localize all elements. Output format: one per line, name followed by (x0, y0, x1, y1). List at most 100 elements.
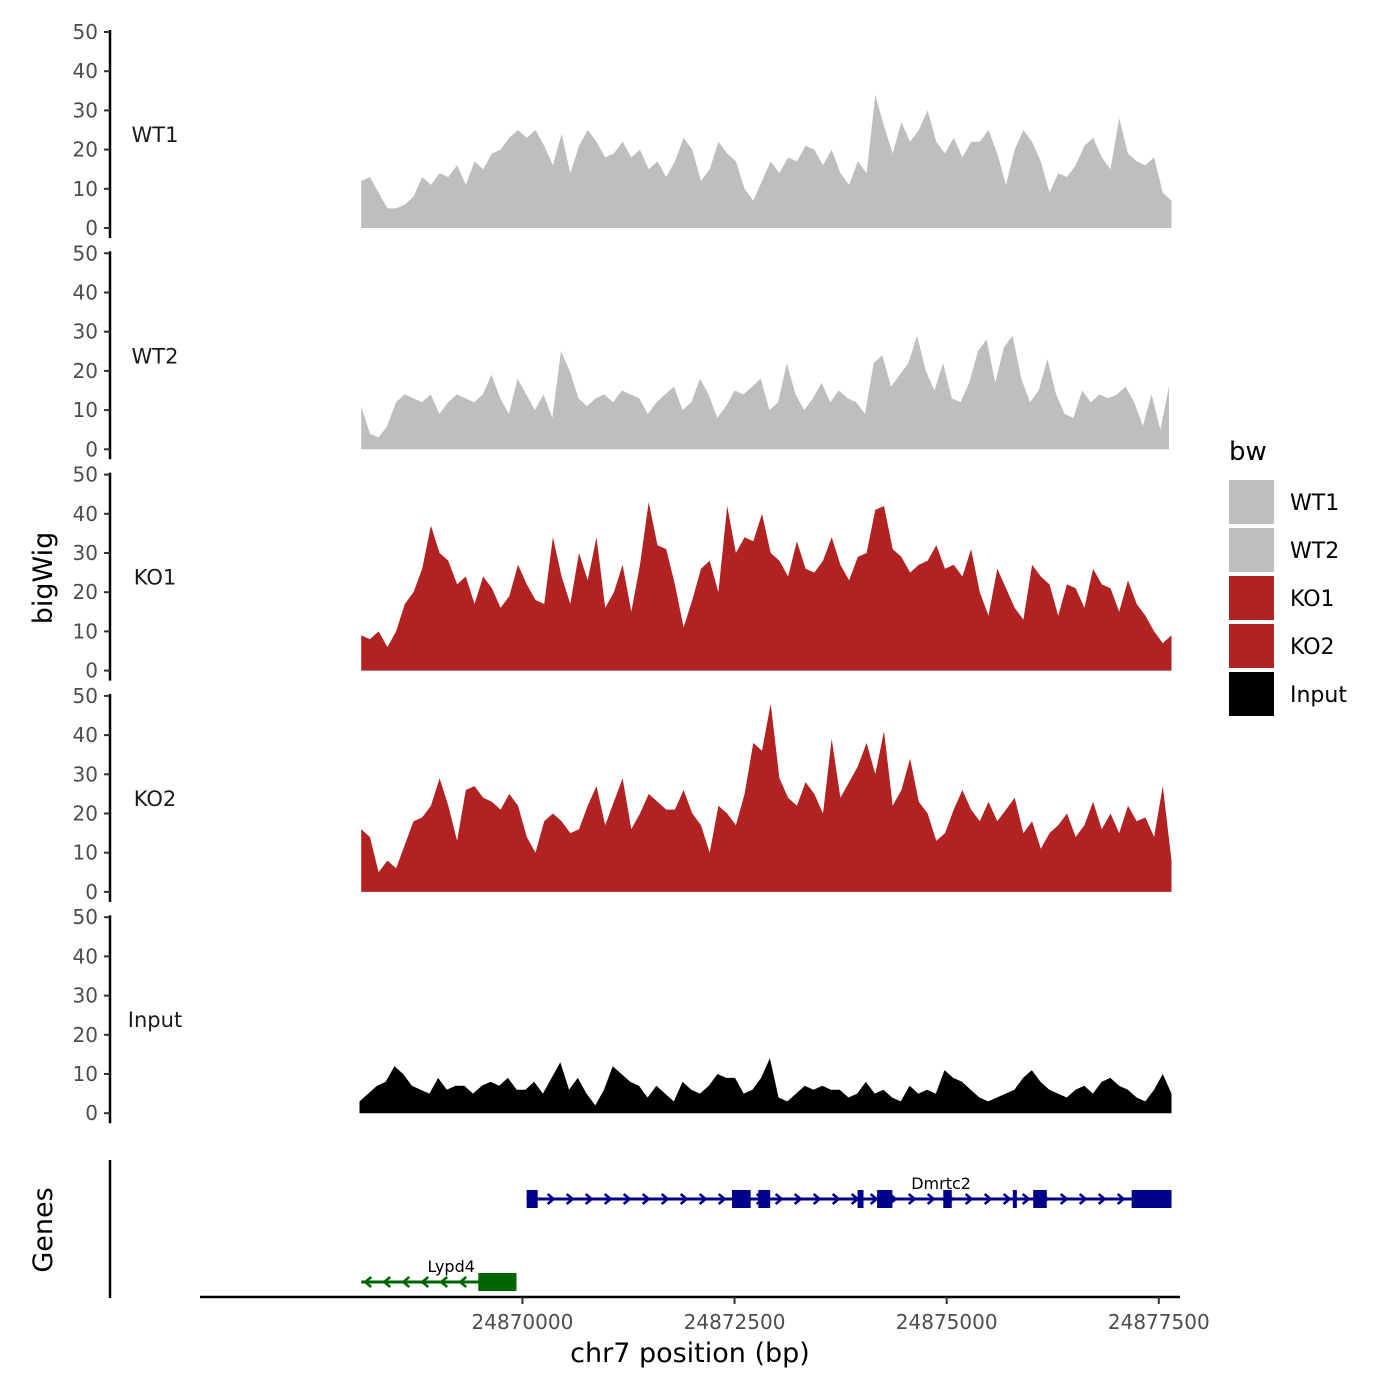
exon (732, 1190, 751, 1208)
track-label-input: Input (128, 1008, 182, 1032)
gene-track: Dmrtc2 Lypd4 (108, 1160, 1172, 1298)
strand-arrow (439, 1276, 449, 1288)
y-tick-label: 0 (85, 437, 98, 461)
exon (526, 1190, 538, 1208)
y-tick-label: 30 (73, 984, 98, 1008)
strand-arrow (584, 1193, 594, 1205)
legend-label-ko1: KO1 (1290, 587, 1335, 612)
y-tick-label: 50 (73, 463, 98, 487)
strand-arrow (1116, 1193, 1126, 1205)
y-tick-label: 50 (73, 684, 98, 708)
strand-arrow (622, 1193, 632, 1205)
y-tick-label: 50 (73, 905, 98, 929)
legend-key-input (1229, 672, 1274, 716)
exon (857, 1190, 864, 1208)
y-tick-label: 40 (73, 502, 98, 526)
y-tick-label: 50 (73, 20, 98, 44)
legend-key-wt2 (1229, 528, 1274, 572)
legend-title: bw (1229, 437, 1267, 467)
y-tick-label: 0 (85, 1101, 98, 1125)
exon (943, 1190, 952, 1208)
strand-arrow (401, 1276, 411, 1288)
signal-area-wt1 (361, 94, 1172, 228)
signal-area-ko2 (361, 703, 1172, 892)
y-tick-label: 10 (73, 841, 98, 865)
y-tick-label: 40 (73, 944, 98, 968)
y-tick-label: 20 (73, 802, 98, 826)
strand-arrow (926, 1193, 936, 1205)
y-tick-label: 20 (73, 580, 98, 604)
strand-arrow (907, 1193, 917, 1205)
track-input: 0 10 20 30 40 50 Input (73, 905, 1172, 1125)
track-label-ko1: KO1 (134, 566, 177, 590)
strand-arrow (363, 1276, 373, 1288)
strand-arrow (831, 1193, 841, 1205)
exon (1012, 1190, 1017, 1208)
x-tick-label: 24870000 (472, 1310, 574, 1334)
gene-lypd4: Lypd4 (361, 1257, 517, 1291)
strand-arrow (458, 1276, 468, 1288)
track-wt1: 0 10 20 30 40 50 WT1 (73, 20, 1172, 240)
y-tick-label: 20 (73, 138, 98, 162)
legend-label-wt1: WT1 (1290, 491, 1339, 516)
y-tick-label: 30 (73, 541, 98, 565)
y-tick-label: 10 (73, 619, 98, 643)
y-tick-label: 40 (73, 281, 98, 305)
y-tick-label: 50 (73, 241, 98, 265)
strand-arrow (546, 1193, 556, 1205)
gene-dmrtc2: Dmrtc2 (526, 1174, 1172, 1208)
track-ko1: 0 10 20 30 40 50 KO1 (73, 463, 1172, 683)
signal-area-ko1 (361, 502, 1172, 671)
y-tick-label: 0 (85, 216, 98, 240)
track-wt2: 0 10 20 30 40 50 WT2 (73, 241, 1169, 461)
legend-key-ko1 (1229, 576, 1274, 620)
y-tick-label: 10 (73, 177, 98, 201)
strand-arrow (793, 1193, 803, 1205)
exon (1131, 1190, 1172, 1208)
legend-label-ko2: KO2 (1290, 635, 1335, 660)
exon (877, 1190, 893, 1208)
y-tick-label: 40 (73, 723, 98, 747)
strand-arrow (1078, 1193, 1088, 1205)
exon (478, 1273, 517, 1291)
exon (1033, 1190, 1047, 1208)
x-tick-label: 24877500 (1108, 1310, 1210, 1334)
strand-arrow (698, 1193, 708, 1205)
strand-arrow (774, 1193, 784, 1205)
track-label-ko2: KO2 (134, 787, 177, 811)
gene-label-dmrtc2: Dmrtc2 (911, 1174, 971, 1193)
strand-arrow (603, 1193, 613, 1205)
gene-label-lypd4: Lypd4 (428, 1257, 475, 1276)
y-tick-label: 40 (73, 59, 98, 83)
y-tick-label: 30 (73, 98, 98, 122)
x-tick-label: 24872500 (684, 1310, 786, 1334)
signal-area-input (359, 1058, 1172, 1114)
y-tick-label: 0 (85, 880, 98, 904)
legend-key-wt1 (1229, 480, 1274, 524)
strand-arrow (565, 1193, 575, 1205)
strand-arrow (420, 1276, 430, 1288)
strand-arrow (679, 1193, 689, 1205)
strand-arrow (1002, 1193, 1012, 1205)
legend-key-ko2 (1229, 624, 1274, 668)
x-tick-label: 24875000 (896, 1310, 998, 1334)
strand-arrow (1097, 1193, 1107, 1205)
exon (758, 1190, 771, 1208)
y-tick-label: 20 (73, 1023, 98, 1047)
y-axis-title: bigWig (28, 532, 59, 625)
y-tick-label: 20 (73, 359, 98, 383)
track-label-wt1: WT1 (132, 123, 179, 147)
strand-arrow (812, 1193, 822, 1205)
legend-label-wt2: WT2 (1290, 539, 1339, 564)
track-label-wt2: WT2 (132, 344, 179, 368)
strand-arrow (382, 1276, 392, 1288)
strand-arrow (660, 1193, 670, 1205)
legend: bw WT1 WT2 KO1 KO2 Input (1229, 437, 1347, 716)
strand-arrow (1021, 1193, 1031, 1205)
track-ko2: 0 10 20 30 40 50 KO2 (73, 684, 1172, 904)
y-tick-label: 0 (85, 659, 98, 683)
y-tick-label: 30 (73, 762, 98, 786)
strand-arrow (983, 1193, 993, 1205)
x-axis-title: chr7 position (bp) (570, 1338, 810, 1369)
